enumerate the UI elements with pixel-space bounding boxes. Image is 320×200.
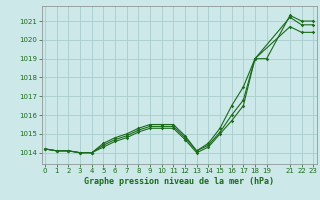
X-axis label: Graphe pression niveau de la mer (hPa): Graphe pression niveau de la mer (hPa) xyxy=(84,177,274,186)
